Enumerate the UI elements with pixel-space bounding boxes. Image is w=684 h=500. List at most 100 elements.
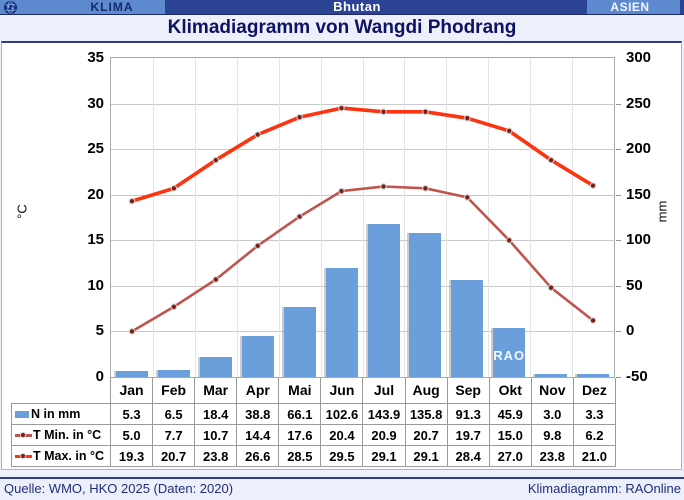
month-axis-row: Jan Feb Mar Apr Mai Jun Jul Aug Sep Okt Nov Dez [110, 378, 616, 403]
vertical-gridline [404, 58, 406, 377]
left-axis-tick-label: 0 [95, 368, 104, 385]
table-value-cell: 23.8 [195, 446, 238, 467]
right-axis-tick [616, 240, 621, 242]
left-axis-title: °C [14, 204, 30, 219]
data-point-marker [505, 127, 513, 135]
precipitation-bar [116, 371, 148, 377]
data-point-marker [464, 194, 471, 201]
legend-dot [20, 452, 26, 459]
line-tmin [130, 185, 595, 333]
series-label: T Min. in °C [33, 428, 102, 442]
precipitation-bar [241, 335, 274, 377]
globe-icon [4, 1, 17, 14]
month-label: Aug [405, 378, 448, 403]
table-row: T Min. in °C 5.0 7.7 10.7 14.4 17.6 20.4 20.9 20… [12, 425, 616, 446]
right-axis-tick-label: 50 [626, 276, 643, 294]
left-axis-tick-label: 25 [87, 140, 104, 158]
nav-end-cap [680, 0, 684, 14]
page-title: Klimadiagramm von Wangdi Phodrang [167, 17, 517, 38]
legend-line-marker [15, 431, 32, 440]
right-axis-tick [616, 331, 621, 333]
left-axis-tick-label: 10 [87, 276, 104, 294]
table-value-cell: 29.5 [321, 446, 364, 467]
vertical-gridline [152, 58, 154, 377]
right-axis-tick-label: 0 [626, 322, 635, 340]
right-axis-tick [616, 377, 621, 378]
precipitation-bar [493, 328, 526, 377]
month-label: Sep [447, 378, 490, 403]
precipitation-bar [577, 373, 609, 377]
table-value-cell: 5.0 [111, 425, 154, 446]
vertical-gridline [572, 58, 574, 377]
vertical-gridline [530, 58, 532, 377]
data-point-marker [505, 237, 513, 244]
table-value-cell: 29.1 [363, 446, 406, 467]
table-value-cell: 28.4 [447, 446, 490, 467]
credit-text: Klimadiagramm: RAOnline [527, 481, 681, 496]
data-point-marker [296, 213, 303, 220]
table-value-cell: 66.1 [279, 404, 322, 425]
vertical-gridline [446, 58, 448, 377]
vertical-gridline [278, 58, 280, 377]
data-point-marker [212, 276, 220, 283]
precipitation-bar [199, 357, 232, 377]
data-point-marker [296, 113, 303, 121]
vertical-gridline [488, 58, 490, 377]
month-label: Jul [363, 378, 406, 403]
nav-item-country[interactable]: Bhutan [333, 0, 381, 14]
month-label: Mar [195, 378, 238, 403]
precipitation-bar [535, 373, 568, 377]
nav-item-asien[interactable]: ASIEN [610, 0, 650, 14]
vertical-gridline [362, 58, 364, 377]
data-point-marker [338, 187, 345, 195]
country-segment-background [165, 0, 587, 14]
rao-watermark: RAO [493, 348, 526, 363]
table-value-cell: 20.7 [153, 446, 196, 467]
table-value-cell: 20.9 [363, 425, 406, 446]
series-label: T Max. in °C [33, 449, 104, 463]
legend-bar-swatch [15, 410, 29, 418]
precipitation-bar [325, 267, 358, 377]
table-value-cell: 29.1 [405, 446, 448, 467]
table-row: T Max. in °C 19.3 20.7 23.8 26.6 28.5 29.5 29.1… [12, 446, 616, 467]
right-axis-tick-label: -50 [626, 368, 648, 385]
vertical-gridline [236, 58, 238, 377]
data-point-marker [254, 131, 261, 138]
right-axis-tick [616, 103, 621, 105]
data-point-marker [547, 284, 555, 291]
legend-cell: N in mm [12, 404, 111, 425]
right-axis-title: mm [654, 200, 670, 223]
data-point-marker [170, 303, 178, 311]
table-value-cell: 7.7 [153, 425, 196, 446]
table-value-cell: 17.6 [279, 425, 322, 446]
table-value-cell: 19.3 [111, 446, 154, 467]
table-value-cell: 91.3 [447, 404, 490, 425]
precipitation-bar [367, 224, 400, 377]
precipitation-bar [409, 232, 442, 377]
month-label: Jun [321, 378, 364, 403]
plot-area: RAO [110, 57, 615, 378]
table-value-cell: 3.3 [573, 404, 616, 425]
nav-item-klima[interactable]: KLIMA [90, 0, 134, 14]
table-value-cell: 21.0 [573, 446, 616, 467]
data-point-marker [338, 104, 345, 112]
month-label: Mai [279, 378, 322, 403]
data-point-marker [422, 185, 429, 192]
legend-dot [20, 431, 26, 438]
month-label: Dez [573, 378, 616, 403]
data-point-marker [380, 183, 387, 190]
precipitation-bar [451, 279, 484, 377]
top-nav-bar: KLIMA Bhutan ASIEN [0, 0, 684, 15]
table-value-cell: 6.2 [573, 425, 616, 446]
data-point-marker [589, 182, 597, 189]
month-label: Okt [489, 378, 532, 403]
legend-cell: T Min. in °C [12, 425, 111, 446]
table-value-cell: 18.4 [195, 404, 238, 425]
table-value-cell: 27.0 [489, 446, 532, 467]
table-value-cell: 10.7 [195, 425, 238, 446]
data-point-marker [464, 114, 471, 122]
vertical-gridline [194, 58, 196, 377]
table-value-cell: 135.8 [405, 404, 448, 425]
right-axis-tick-label: 200 [626, 140, 652, 158]
